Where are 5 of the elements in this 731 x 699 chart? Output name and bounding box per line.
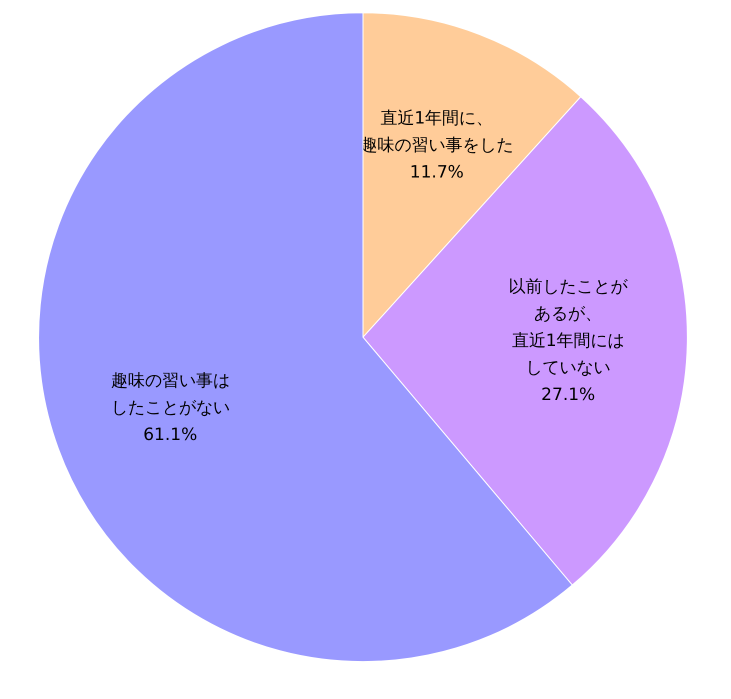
slice-label: 趣味の習い事はしたことがない [110, 370, 230, 418]
data-label: 61.1% [143, 424, 198, 445]
data-label: 11.7% [410, 162, 464, 182]
slice-label: 以前したことがあるが、直近1年間にはしていない [508, 276, 629, 378]
data-label: 27.1% [541, 384, 596, 405]
